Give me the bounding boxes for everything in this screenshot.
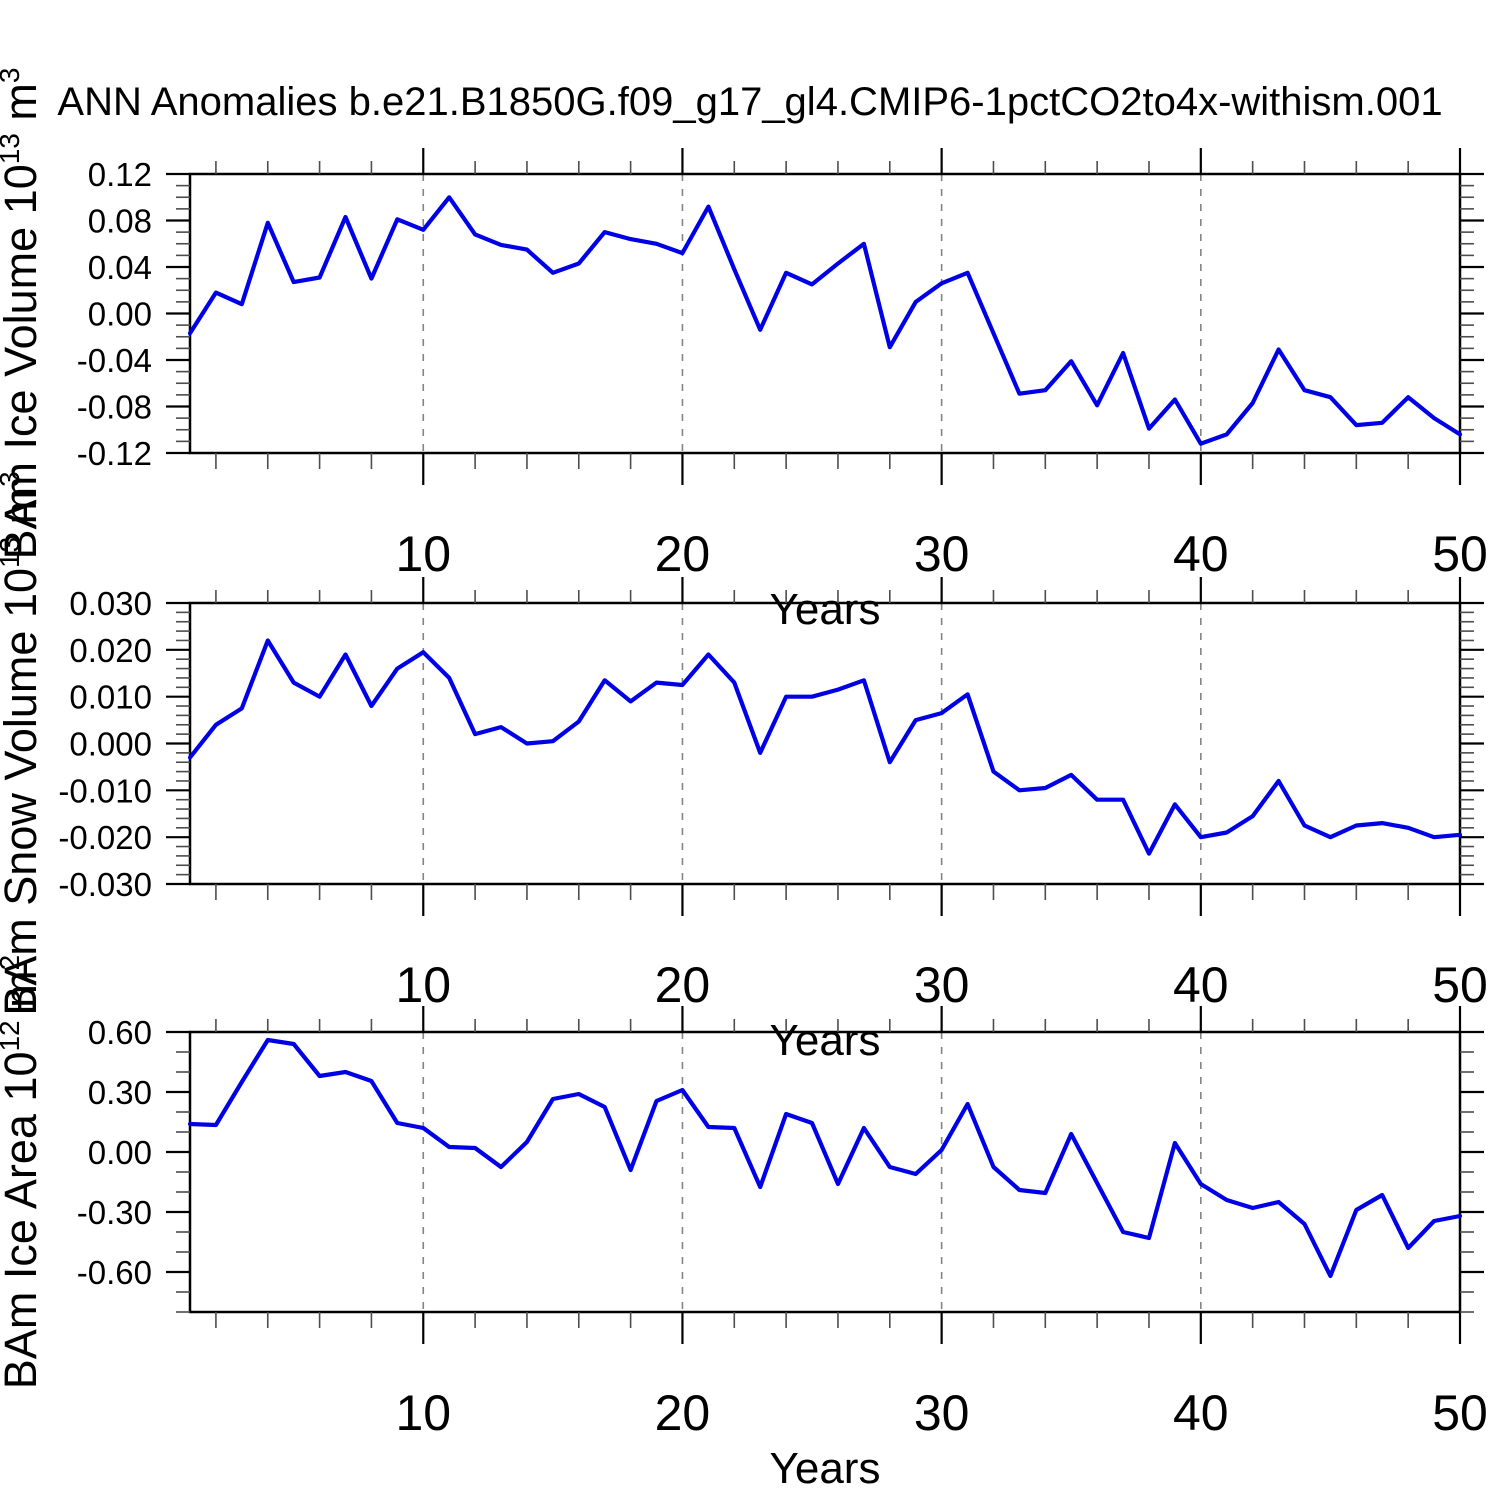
snow-volume-x-tick-label: 40 — [1173, 957, 1229, 1013]
ice-area-y-tick-label: -0.60 — [77, 1254, 152, 1291]
ice-area-y-tick-label: 0.00 — [88, 1134, 152, 1171]
snow-volume-y-tick-label: -0.030 — [58, 866, 152, 903]
snow-volume-y-tick-label: 0.010 — [69, 679, 152, 716]
ice-volume-y-axis-title: BAm Ice Volume 1013 m3 — [0, 68, 46, 560]
ice-volume-x-axis-title: Years — [770, 585, 881, 634]
ice-area-x-tick-label: 10 — [395, 1385, 451, 1441]
snow-volume-y-tick-label: 0.000 — [69, 726, 152, 763]
snow-volume-frame — [188, 601, 1462, 886]
ice-volume-y-tick-label: 0.08 — [88, 203, 152, 240]
snow-volume-y-tick-label: -0.010 — [58, 772, 152, 809]
ice-area-y-ticks: 0.60 0.30 0.00 -0.30 -0.60 — [77, 1014, 1484, 1313]
ice-volume-x-ticks: 10 20 30 40 50 — [215, 148, 1488, 582]
ice-volume-y-tick-label: -0.08 — [77, 389, 152, 426]
snow-volume-x-tick-label: 50 — [1432, 957, 1488, 1013]
ice-area-x-tick-label: 20 — [655, 1385, 711, 1441]
ice-volume-frame — [188, 172, 1462, 455]
ice-volume-series-line — [187, 195, 1463, 446]
snow-volume-x-axis-title: Years — [770, 1016, 881, 1065]
ice-volume-y-ticks: 0.12 0.08 0.04 0.00 -0.04 -0.08 -0.12 — [77, 156, 1484, 472]
ice-volume-x-tick-label: 40 — [1173, 526, 1229, 582]
ice-area-y-tick-label: 0.60 — [88, 1014, 152, 1051]
ice-area-y-tick-label: 0.30 — [88, 1074, 152, 1111]
panel-snow-volume: 10 20 30 40 50 0.030 0.020 0.010 0.000 -0.010 -0.0… — [0, 471, 1488, 1065]
ice-volume-y-tick-label: 0.12 — [88, 156, 152, 193]
snow-volume-x-tick-label: 10 — [395, 957, 451, 1013]
chart-title: ANN Anomalies b.e21.B1850G.f09_g17_gl4.C… — [57, 80, 1443, 124]
snow-volume-y-tick-label: -0.020 — [58, 819, 152, 856]
ice-area-y-tick-label: -0.30 — [77, 1194, 152, 1231]
ice-volume-x-tick-label: 10 — [395, 526, 451, 582]
ice-area-x-axis-title: Years — [770, 1444, 881, 1493]
ice-volume-y-tick-label: -0.12 — [77, 435, 152, 472]
ice-area-y-axis-title: BAm Ice Area 1012 m2 — [0, 955, 46, 1389]
ice-area-x-tick-label: 50 — [1432, 1385, 1488, 1441]
snow-volume-x-tick-label: 20 — [655, 957, 711, 1013]
snow-volume-x-tick-label: 30 — [914, 957, 970, 1013]
panel-ice-area: 10 20 30 40 50 0.60 0.30 0.00 -0.30 -0.60 Years BAm… — [0, 955, 1488, 1493]
ice-area-x-tick-label: 40 — [1173, 1385, 1229, 1441]
ice-volume-y-tick-label: -0.04 — [77, 342, 152, 379]
ice-volume-y-tick-label: 0.04 — [88, 249, 152, 286]
snow-volume-x-ticks: 10 20 30 40 50 — [215, 577, 1488, 1013]
ice-area-frame — [188, 1030, 1462, 1314]
snow-volume-y-tick-label: 0.030 — [69, 585, 152, 622]
ice-volume-y-tick-label: 0.00 — [88, 296, 152, 333]
ice-volume-x-tick-label: 30 — [914, 526, 970, 582]
panel-ice-volume: 10 20 30 40 50 0.12 0.08 0.04 0.00 -0.04 -0.08 -0.1… — [0, 68, 1488, 634]
ice-area-x-ticks: 10 20 30 40 50 — [215, 1006, 1488, 1441]
ice-area-x-tick-label: 30 — [914, 1385, 970, 1441]
snow-volume-y-axis-title: BAm Snow Volume 1013 m3 — [0, 471, 46, 1015]
ice-area-series-line — [187, 1037, 1463, 1279]
snow-volume-y-ticks: 0.030 0.020 0.010 0.000 -0.010 -0.020 -0.030 — [58, 585, 1484, 903]
snow-volume-y-tick-label: 0.020 — [69, 632, 152, 669]
ice-volume-x-tick-label: 50 — [1432, 526, 1488, 582]
snow-volume-series-line — [187, 638, 1463, 856]
ice-volume-x-tick-label: 20 — [655, 526, 711, 582]
